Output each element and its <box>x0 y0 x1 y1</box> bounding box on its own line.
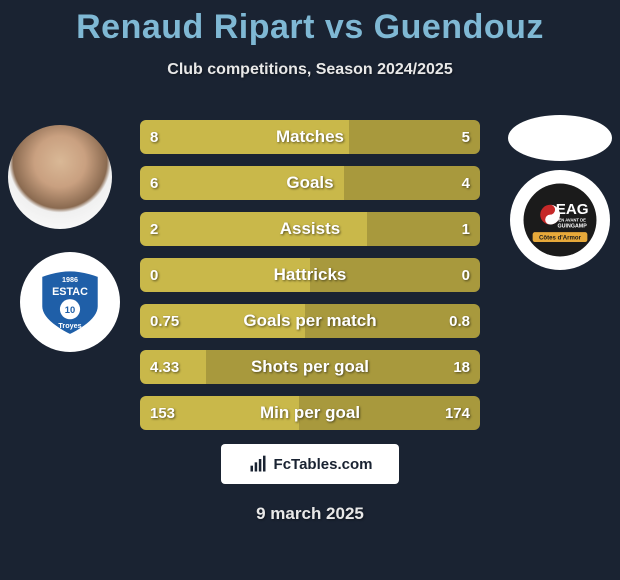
footer-logo[interactable]: FcTables.com <box>221 444 399 484</box>
page-title: Renaud Ripart vs Guendouz <box>0 0 620 47</box>
stat-row: 00Hattricks <box>140 258 480 292</box>
player-left-avatar <box>8 125 112 229</box>
stat-label: Goals per match <box>140 304 480 338</box>
ea-guingamp-crest-icon: EAG EN AVANT DE GUINGAMP Côtes d'Armor <box>522 182 598 258</box>
stat-label: Min per goal <box>140 396 480 430</box>
team-left-crest: 1986 ESTAC 10 Troyes <box>20 252 120 352</box>
stat-label: Shots per goal <box>140 350 480 384</box>
svg-text:EN AVANT DE: EN AVANT DE <box>558 218 586 223</box>
svg-text:EAG: EAG <box>556 201 589 218</box>
svg-text:ESTAC: ESTAC <box>52 286 88 298</box>
stat-row: 0.750.8Goals per match <box>140 304 480 338</box>
stat-label: Hattricks <box>140 258 480 292</box>
stat-label: Assists <box>140 212 480 246</box>
subtitle: Club competitions, Season 2024/2025 <box>0 61 620 79</box>
stat-label: Matches <box>140 120 480 154</box>
estac-troyes-crest-icon: 1986 ESTAC 10 Troyes <box>34 266 106 338</box>
stats-bars: 85Matches 64Goals 21Assists 00Hattricks 0.75… <box>140 120 480 442</box>
stat-row: 21Assists <box>140 212 480 246</box>
footer-logo-text: FcTables.com <box>274 456 373 473</box>
svg-text:Côtes d'Armor: Côtes d'Armor <box>539 234 582 241</box>
player-right-avatar <box>508 115 612 161</box>
svg-text:1986: 1986 <box>62 275 78 284</box>
date-label: 9 march 2025 <box>0 504 620 524</box>
stat-label: Goals <box>140 166 480 200</box>
stat-row: 153174Min per goal <box>140 396 480 430</box>
svg-text:10: 10 <box>65 305 75 315</box>
stat-row: 85Matches <box>140 120 480 154</box>
stat-row: 64Goals <box>140 166 480 200</box>
svg-text:Troyes: Troyes <box>58 321 81 330</box>
team-right-crest: EAG EN AVANT DE GUINGAMP Côtes d'Armor <box>510 170 610 270</box>
stat-row: 4.3318Shots per goal <box>140 350 480 384</box>
svg-text:GUINGAMP: GUINGAMP <box>558 224 588 230</box>
chart-icon <box>248 454 268 474</box>
